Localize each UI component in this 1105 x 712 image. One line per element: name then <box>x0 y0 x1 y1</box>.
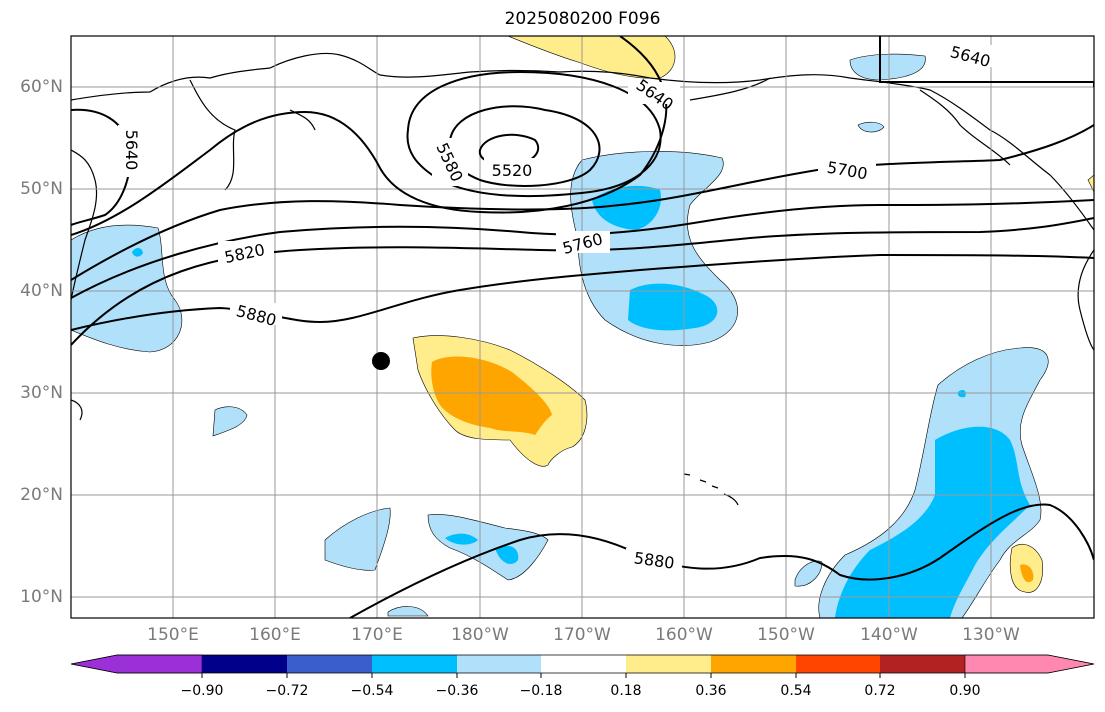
latitude-label: 20°N <box>20 485 63 505</box>
latitude-label: 30°N <box>20 383 63 403</box>
colorbar-swatch <box>964 654 1095 674</box>
colorbar-tick-label: −0.90 <box>180 683 224 699</box>
colorbar-tick-label: −0.18 <box>519 683 563 699</box>
longitude-label: 180°W <box>451 625 509 645</box>
colorbar-tick-label: −0.54 <box>350 683 394 699</box>
colorbar-swatch <box>457 655 541 673</box>
map-title: 2025080200 F096 <box>504 9 661 29</box>
negative-anomaly-medium <box>132 185 1030 618</box>
colorbar-tick-label: 0.90 <box>949 683 981 699</box>
colorbar-tick-label: −0.36 <box>435 683 479 699</box>
height-contours <box>71 36 1094 618</box>
positive-anomaly-medium <box>431 356 1034 583</box>
contour-label: 5640 <box>633 75 677 114</box>
colorbar-tick-label: 0.36 <box>695 683 727 699</box>
contour-labels: 5640 5640 5640 5580 5520 5700 5760 5820 … <box>122 42 993 573</box>
colorbar-tick-label: 0.72 <box>864 683 896 699</box>
longitude-label: 160°W <box>655 625 713 645</box>
colorbar-tick-label: 0.18 <box>610 683 642 699</box>
longitude-label: 170°W <box>553 625 611 645</box>
contour-label-backgrounds <box>118 45 1000 570</box>
contour-label: 5640 <box>122 130 141 171</box>
colorbar-tick-label: −0.72 <box>265 683 309 699</box>
location-marker <box>372 352 390 370</box>
map-frame <box>70 35 1095 619</box>
coastlines <box>71 52 1094 506</box>
colorbar-outline <box>70 654 1095 674</box>
longitude-label: 140°W <box>860 625 918 645</box>
colorbar-ticks <box>201 673 966 678</box>
latitude-label: 50°N <box>20 179 63 199</box>
latitude-label: 60°N <box>20 77 63 97</box>
colorbar-swatch <box>541 655 626 673</box>
colorbar-swatch <box>287 655 372 673</box>
gridlines <box>71 36 1094 618</box>
colorbar-swatch <box>626 655 711 673</box>
longitude-label: 170°E <box>351 625 403 645</box>
colorbar-swatch <box>880 655 965 673</box>
map-field: 5640 5640 5640 5580 5520 5700 5760 5820 … <box>71 36 1094 618</box>
longitude-label: 160°E <box>249 625 301 645</box>
colorbar-tick-label: 0.54 <box>780 683 812 699</box>
longitude-label: 150°W <box>757 625 815 645</box>
longitude-label: 130°W <box>962 625 1020 645</box>
colorbar <box>70 654 1095 678</box>
colorbar-swatch <box>372 655 457 673</box>
colorbar-swatch <box>711 655 796 673</box>
contour-label: 5520 <box>492 161 533 180</box>
latitude-label: 40°N <box>20 281 63 301</box>
colorbar-swatch <box>70 654 203 674</box>
longitude-label: 150°E <box>147 625 199 645</box>
colorbar-swatch <box>796 655 880 673</box>
latitude-label: 10°N <box>20 587 63 607</box>
colorbar-swatch <box>202 655 287 673</box>
